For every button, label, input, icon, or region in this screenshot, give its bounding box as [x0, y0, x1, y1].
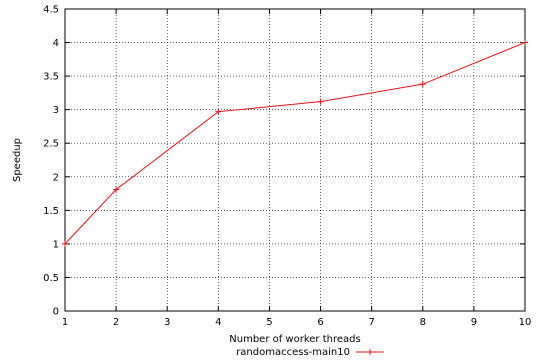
- y-tick-label: 2: [53, 172, 59, 183]
- data-point: [62, 240, 68, 247]
- x-tick-label: 3: [164, 317, 170, 328]
- data-point: [419, 81, 426, 88]
- x-tick-label: 2: [113, 317, 119, 328]
- x-tick-label: 10: [519, 317, 532, 328]
- series: [62, 39, 528, 247]
- grid: [65, 9, 525, 311]
- data-point: [317, 98, 324, 105]
- legend: randomaccess-main10: [236, 347, 384, 358]
- x-tick-label: 9: [471, 317, 477, 328]
- plot-frame: [64, 8, 526, 312]
- y-tick-label: 3: [53, 105, 59, 116]
- legend-marker: [367, 349, 373, 355]
- data-point: [215, 108, 222, 115]
- data-point: [522, 39, 528, 46]
- x-tick-label: 6: [317, 317, 323, 328]
- legend-label: randomaccess-main10: [236, 347, 350, 358]
- y-tick-label: 0.5: [43, 273, 59, 284]
- x-tick-label: 5: [266, 317, 272, 328]
- x-tick-label: 1: [62, 317, 68, 328]
- data-point: [113, 186, 120, 193]
- x-tick-label: 4: [215, 317, 221, 328]
- x-tick-label: 7: [368, 317, 374, 328]
- x-axis-label: Number of worker threads: [229, 334, 360, 345]
- y-tick-label: 3.5: [43, 72, 59, 83]
- y-tick-label: 4: [53, 38, 59, 49]
- axis-ticks: 1 2 3 4 5 6 7 8 9 10 0 0.5 1 1.5 2 2.5 3 3.5 4 4.5: [43, 5, 531, 329]
- x-tick-label: 8: [420, 317, 426, 328]
- y-axis-label: Speedup: [12, 138, 23, 182]
- legend-point: [367, 349, 373, 355]
- y-tick-label: 0: [53, 307, 59, 318]
- y-tick-label: 2.5: [43, 139, 59, 150]
- y-tick-label: 4.5: [43, 5, 59, 16]
- series-line: [64, 42, 526, 245]
- y-tick-label: 1.5: [43, 206, 59, 217]
- y-tick-label: 1: [53, 239, 59, 250]
